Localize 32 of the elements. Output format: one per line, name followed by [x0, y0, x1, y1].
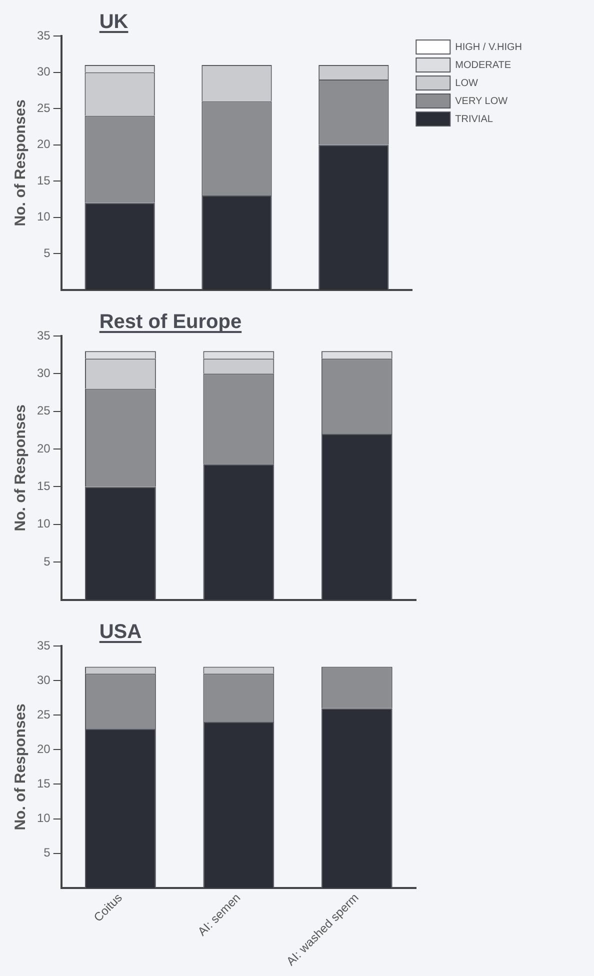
y-axis-title: No. of Responses	[12, 404, 30, 532]
y-tick-label: 35	[36, 28, 51, 42]
y-tick-label: 10	[36, 210, 51, 224]
y-tick-label: 10	[36, 516, 51, 531]
y-tick-label: 25	[36, 404, 51, 418]
y-tick-label: 5	[44, 846, 51, 860]
y-tick-label: 30	[36, 672, 51, 687]
y-tick-label: 25	[36, 100, 51, 115]
y-tick-label: 30	[36, 366, 51, 380]
y-tick-label: 20	[36, 441, 51, 456]
y-tick-label: 15	[36, 776, 51, 791]
y-tick-label: 5	[44, 554, 51, 568]
legend-label: TRIVIAL	[455, 114, 494, 125]
legend-label: LOW	[455, 78, 478, 89]
chart-title: UK	[99, 11, 129, 33]
y-tick-label: 10	[36, 811, 51, 826]
y-axis-title: No. of Responses	[12, 704, 30, 830]
y-tick-label: 35	[36, 638, 51, 652]
chart-title: Rest of Europe	[99, 311, 242, 333]
y-tick-label: 30	[36, 64, 51, 79]
legend-label: HIGH / V.HIGH	[455, 42, 522, 53]
y-tick-label: 15	[36, 479, 51, 494]
y-tick-label: 20	[36, 137, 51, 152]
y-axis-title: No. of Responses	[12, 100, 30, 226]
y-tick-label: 20	[36, 742, 51, 756]
y-tick-label: 25	[36, 707, 51, 722]
chart-title: USA	[99, 621, 142, 643]
y-tick-label: 5	[44, 246, 51, 260]
y-tick-label: 35	[36, 328, 51, 342]
y-tick-label: 15	[36, 173, 51, 188]
legend-label: MODERATE	[455, 60, 512, 71]
legend-label: VERY LOW	[455, 96, 508, 107]
